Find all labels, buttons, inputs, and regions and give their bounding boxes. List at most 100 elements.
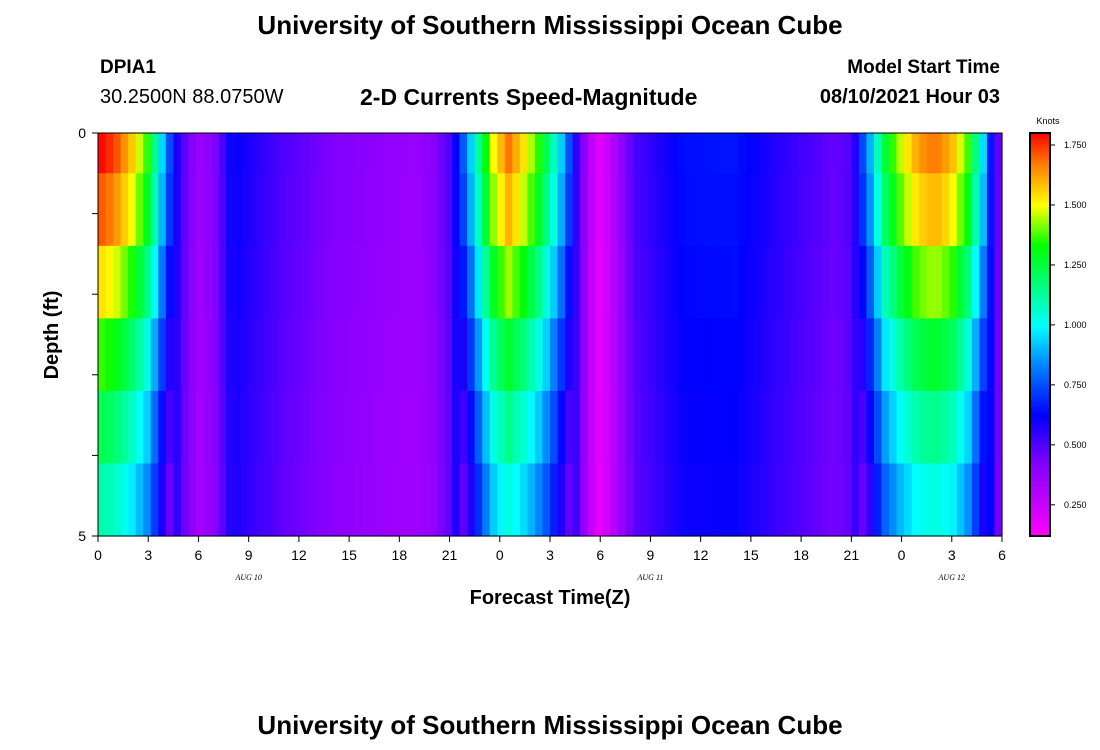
heatmap-cell xyxy=(361,245,370,319)
heatmap-cell xyxy=(173,318,182,392)
heatmap-cell xyxy=(414,463,423,537)
heatmap-cell xyxy=(821,245,830,319)
heatmap-cell xyxy=(678,390,687,465)
heatmap-cell xyxy=(655,463,664,537)
heatmap-cell xyxy=(866,463,875,537)
heatmap-cell xyxy=(452,133,461,174)
heatmap-cell xyxy=(308,245,318,319)
heatmap-cell xyxy=(550,390,559,465)
heatmap-cell xyxy=(150,245,159,319)
x-tick-label: 3 xyxy=(144,547,152,563)
heatmap-cell xyxy=(519,390,528,465)
heatmap-cell xyxy=(241,245,250,319)
heatmap-cell xyxy=(128,318,137,392)
heatmap-cell xyxy=(715,245,724,319)
heatmap-cell xyxy=(610,133,619,174)
heatmap-cell xyxy=(452,318,461,392)
heatmap-cell xyxy=(858,463,867,537)
heatmap-cell xyxy=(798,133,807,174)
heatmap-cell xyxy=(195,133,205,174)
heatmap-cell xyxy=(640,133,649,174)
heatmap-cell xyxy=(211,390,220,465)
heatmap-cell xyxy=(391,463,400,537)
heatmap-cell xyxy=(851,463,860,537)
heatmap-cell xyxy=(904,173,913,247)
colorbar-ticks: 1.750 1.500 1.250 1.000 0.750 0.500 0.250 xyxy=(1050,140,1087,510)
heatmap-cell xyxy=(489,318,498,392)
heatmap-cell xyxy=(105,133,114,174)
heatmap-cell xyxy=(723,133,732,174)
heatmap-cell xyxy=(105,463,114,537)
heatmap-cell xyxy=(128,133,137,174)
heatmap-cell xyxy=(896,390,905,465)
heatmap-cell xyxy=(226,463,235,537)
heatmap-cell xyxy=(836,318,845,392)
heatmap-cell xyxy=(120,318,129,392)
heatmap-cell xyxy=(738,463,747,537)
heatmap-cell xyxy=(195,318,205,392)
heatmap-cell xyxy=(519,318,528,392)
heatmap-cell xyxy=(361,173,370,247)
heatmap-cell xyxy=(226,318,235,392)
heatmap-cell xyxy=(730,463,739,537)
heatmap-cell xyxy=(120,463,129,537)
heatmap-cell xyxy=(738,318,747,392)
heatmap-cell xyxy=(632,173,641,247)
heatmap-cell xyxy=(565,173,574,247)
heatmap-cell xyxy=(180,245,189,319)
heatmap-cell xyxy=(873,245,883,319)
heatmap-cell xyxy=(760,173,770,247)
heatmap-cell xyxy=(843,318,852,392)
heatmap-cell xyxy=(565,463,574,537)
heatmap-cell xyxy=(467,245,476,319)
heatmap-cell xyxy=(339,245,348,319)
heatmap-cell xyxy=(369,133,378,174)
heatmap-cell xyxy=(308,463,318,537)
heatmap-cell xyxy=(286,463,295,537)
heatmap-cell xyxy=(911,245,920,319)
heatmap-cell xyxy=(783,245,792,319)
heatmap-cell xyxy=(489,133,498,174)
heatmap-cell xyxy=(843,133,852,174)
x-tick-label: 9 xyxy=(647,547,655,563)
heatmap-cell xyxy=(497,463,506,537)
heatmap-cell xyxy=(663,318,672,392)
heatmap-cell xyxy=(791,245,800,319)
heatmap-cell xyxy=(813,245,822,319)
day-label: AUG 11 xyxy=(637,573,664,582)
heatmap-cell xyxy=(949,318,958,392)
x-tick-label: 12 xyxy=(291,547,307,563)
heatmap-cell xyxy=(911,133,920,174)
heatmap-cell xyxy=(700,390,709,465)
heatmap-cell xyxy=(926,133,935,174)
heatmap-cell xyxy=(738,390,747,465)
heatmap-cell xyxy=(203,173,212,247)
heatmap-cell xyxy=(632,318,641,392)
heatmap-cell xyxy=(941,245,950,319)
heatmap-cell xyxy=(354,463,363,537)
y-axis-title: Depth (ft) xyxy=(41,291,63,380)
heatmap-cell xyxy=(278,133,287,174)
heatmap-cell xyxy=(926,318,935,392)
heatmap-cell xyxy=(828,245,837,319)
heatmap-cell xyxy=(113,245,122,319)
heatmap-cell xyxy=(889,318,898,392)
heatmap-cell xyxy=(836,133,845,174)
heatmap-cell xyxy=(482,390,491,465)
heatmap-cell xyxy=(798,390,807,465)
heatmap-cell xyxy=(678,173,687,247)
heatmap-cell xyxy=(919,245,928,319)
heatmap-cell xyxy=(580,173,589,247)
heatmap-cell xyxy=(256,463,265,537)
heatmap-cell xyxy=(158,390,167,465)
x-tick-label: 0 xyxy=(898,547,906,563)
heatmap-cell xyxy=(610,463,619,537)
heatmap-cell xyxy=(693,173,702,247)
heatmap-cell xyxy=(745,173,754,247)
heatmap-cell xyxy=(527,245,536,319)
heatmap-cell xyxy=(904,463,913,537)
heatmap-cell xyxy=(98,245,107,319)
heatmap-cell xyxy=(911,318,920,392)
heatmap-cell xyxy=(467,173,476,247)
heatmap-cell xyxy=(512,318,521,392)
